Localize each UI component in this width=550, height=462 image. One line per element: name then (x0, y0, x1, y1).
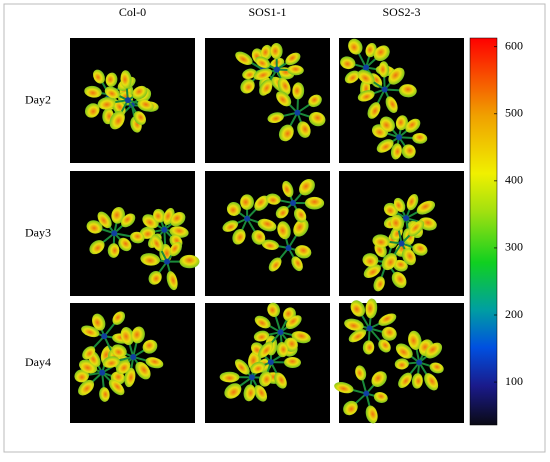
column-label: SOS2-3 (382, 5, 420, 19)
rosette-center (161, 227, 167, 233)
rosette-center (125, 97, 131, 103)
column-label: SOS1-1 (248, 5, 286, 19)
rosette-center (244, 216, 250, 222)
rosette-center (399, 240, 405, 246)
rosette-center (164, 259, 170, 265)
leaf (179, 255, 199, 268)
colorbar-tick-label: 300 (505, 240, 523, 254)
rosette-center (101, 333, 107, 339)
column-label: Col-0 (119, 5, 146, 19)
colorbar-tick-label: 400 (505, 173, 523, 187)
rosette-center (274, 66, 280, 72)
rosette-center (130, 354, 136, 360)
rosette-center (363, 391, 369, 397)
rosette-center (268, 359, 274, 365)
rosette-center (99, 370, 105, 376)
rosette-center (290, 200, 296, 206)
colorbar-tick-label: 600 (505, 38, 523, 52)
colorbar (470, 38, 497, 425)
rosette-center (363, 65, 369, 71)
leaf (240, 194, 254, 210)
rosette-center (111, 230, 117, 236)
colorbar-tick-label: 200 (505, 307, 523, 321)
rosette-center (286, 245, 292, 251)
colorbar-tick-label: 100 (505, 374, 523, 388)
rosette-center (396, 134, 402, 140)
rosette-center (416, 359, 422, 365)
row-label: Day2 (25, 92, 51, 106)
rosette-center (294, 110, 300, 116)
rosette-center (403, 215, 409, 221)
leaf (305, 197, 324, 210)
row-label: Day3 (25, 225, 51, 239)
colorbar-tick-label: 500 (505, 106, 523, 120)
rosette-center (249, 374, 255, 380)
plant-image (339, 38, 464, 163)
rosette-center (278, 329, 284, 335)
row-label: Day4 (25, 355, 51, 369)
rosette-center (382, 86, 388, 92)
rosette-center (367, 325, 373, 331)
